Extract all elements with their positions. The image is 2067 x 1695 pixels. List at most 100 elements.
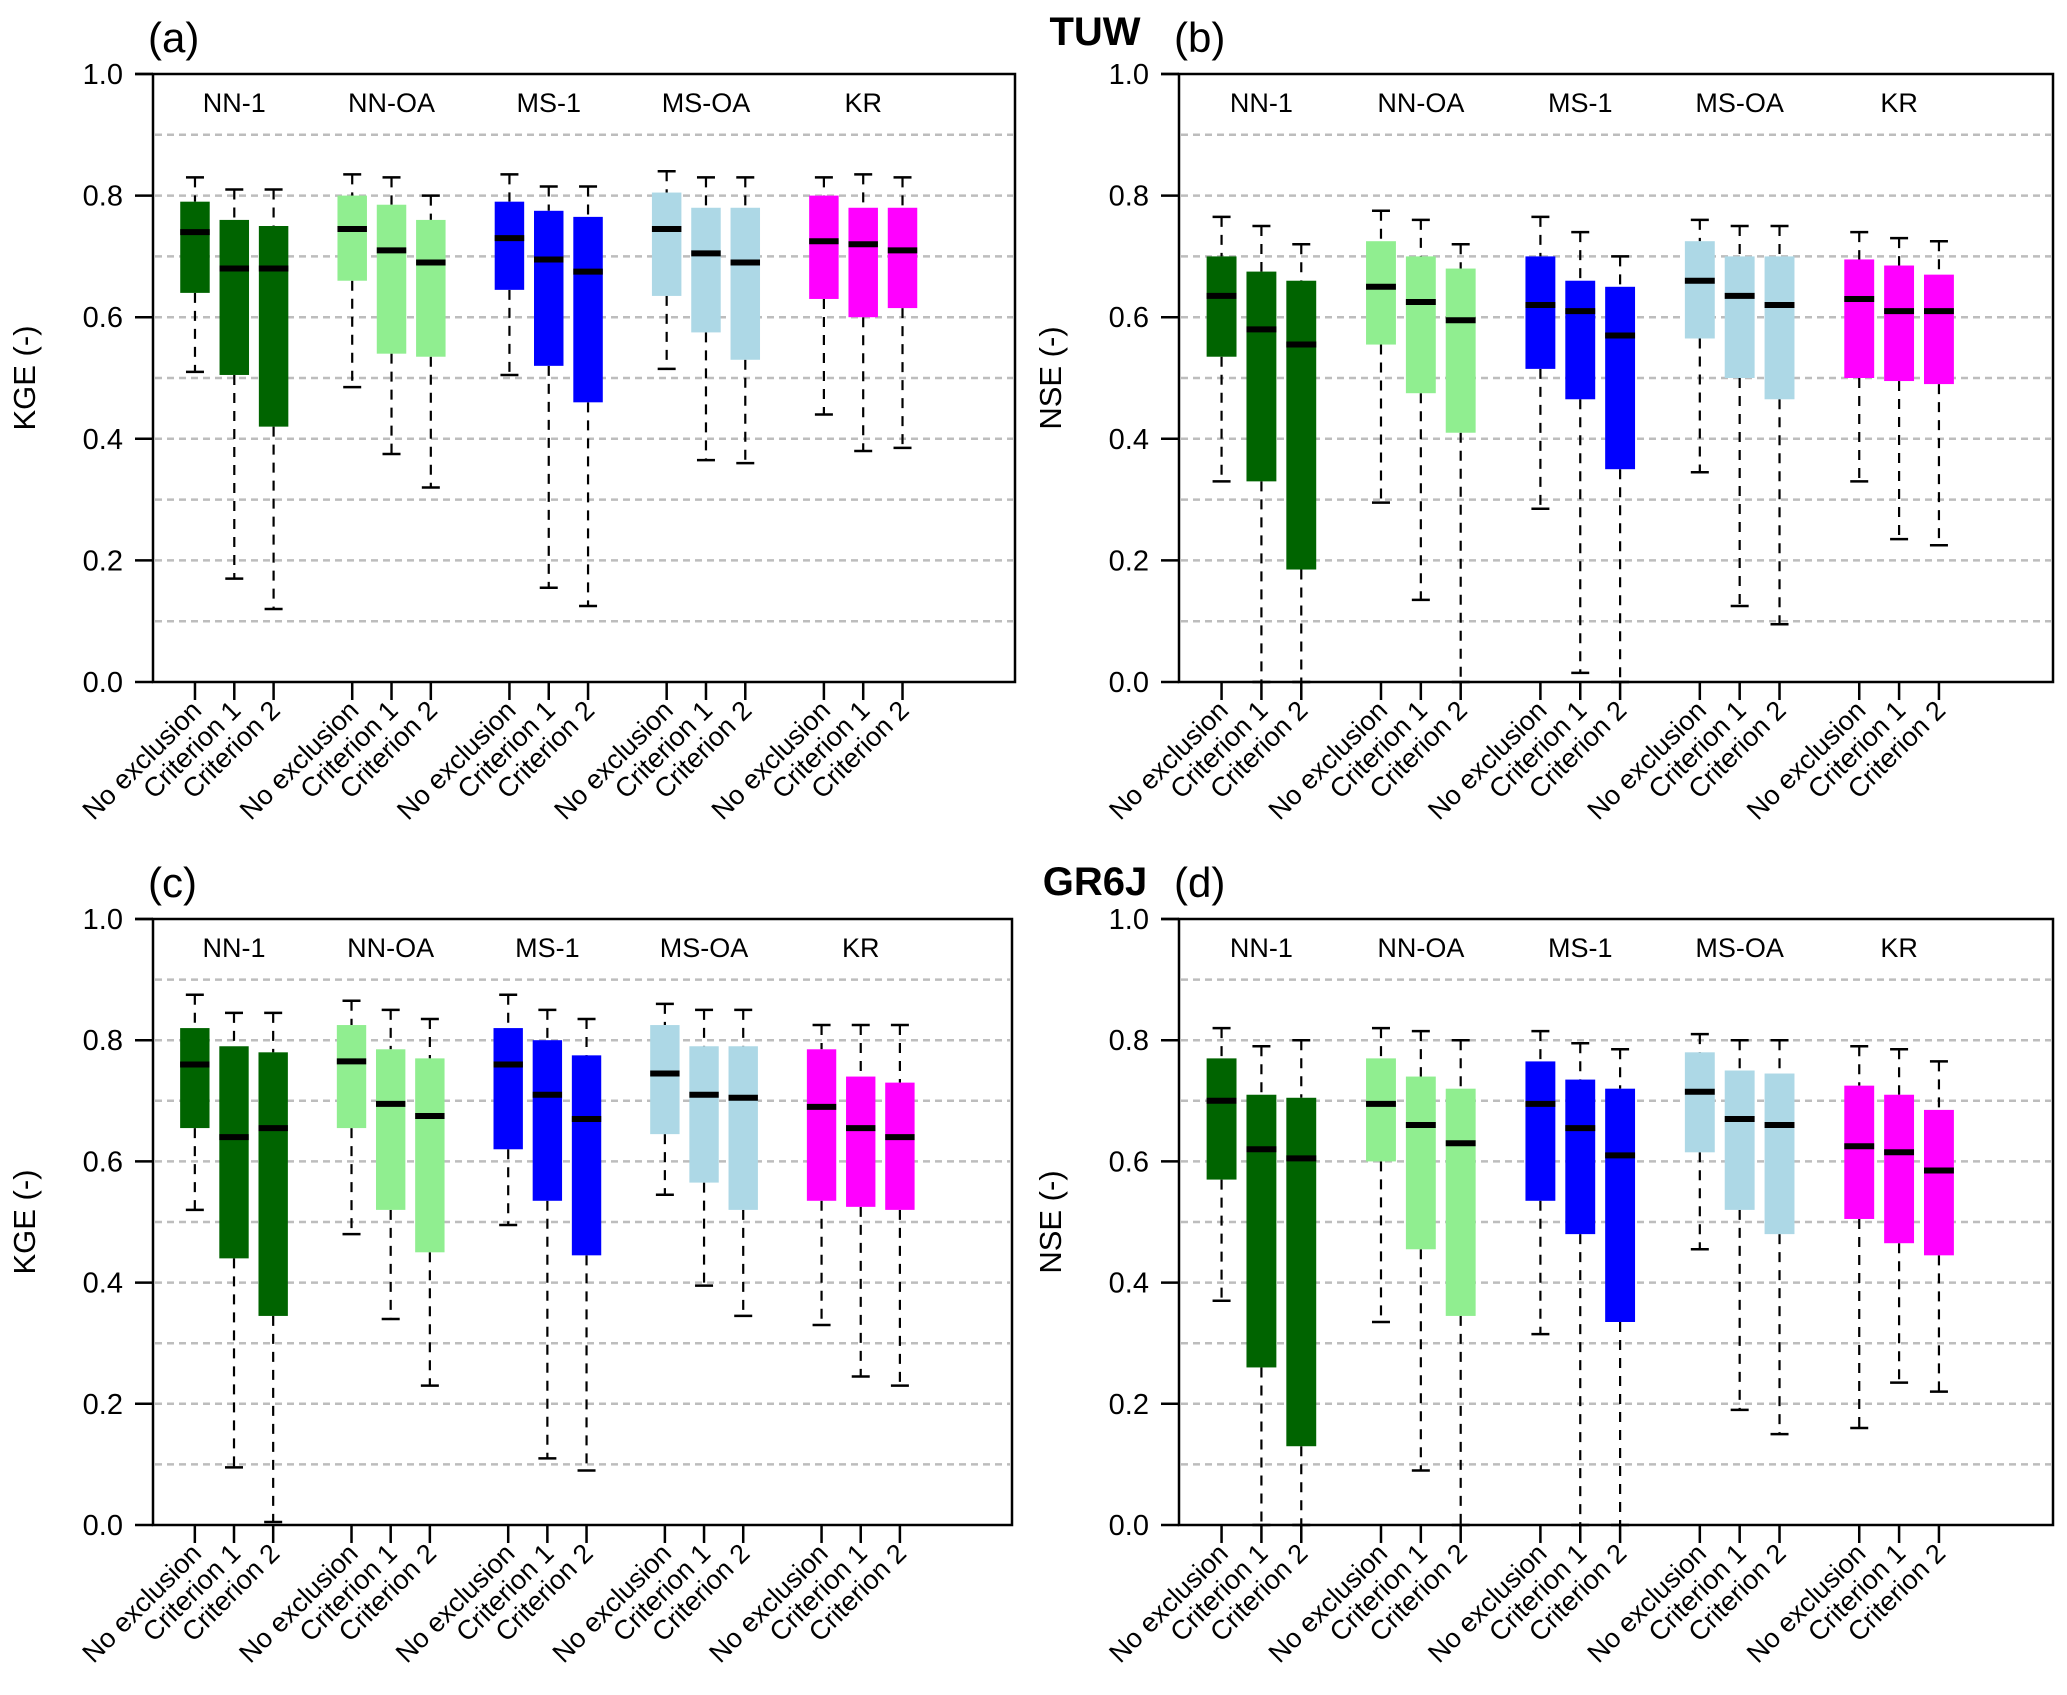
box-body bbox=[1206, 256, 1237, 357]
box-body bbox=[494, 201, 525, 290]
group-label: NN-OA bbox=[347, 933, 434, 963]
box-body bbox=[1605, 1088, 1636, 1322]
box-body bbox=[1884, 265, 1915, 382]
box-body bbox=[1405, 1076, 1436, 1250]
box-body bbox=[691, 207, 721, 333]
group-label: MS-1 bbox=[1548, 933, 1613, 963]
box-KR-0 bbox=[1844, 1045, 1875, 1430]
box-MS-1-0 bbox=[1525, 215, 1556, 510]
box-MS-1-2 bbox=[571, 1017, 602, 1472]
y-tick-label: 0.8 bbox=[1109, 1025, 1149, 1057]
box-body bbox=[1844, 259, 1875, 378]
box-MS-OA-2 bbox=[1764, 1038, 1795, 1436]
box-body bbox=[180, 1028, 210, 1129]
panel-label: (d) bbox=[1174, 859, 1225, 906]
box-KR-1 bbox=[848, 173, 878, 453]
box-MS-OA-0 bbox=[1684, 1032, 1715, 1251]
box-body bbox=[336, 1025, 367, 1129]
y-axis-title: NSE (-) bbox=[1033, 326, 1068, 429]
panel-b: 0.00.20.40.60.81.0(b)NSE (-)NN-1No exclu… bbox=[1033, 14, 2055, 826]
y-tick-label: 0.4 bbox=[1109, 1268, 1149, 1300]
y-tick-label: 0.4 bbox=[83, 424, 123, 456]
box-NN-OA-2 bbox=[416, 194, 446, 489]
y-axis-title: KGE (-) bbox=[7, 325, 42, 430]
y-tick-label: 1.0 bbox=[83, 59, 123, 91]
box-MS-1-2 bbox=[1605, 1048, 1636, 1527]
y-tick-label: 0.8 bbox=[83, 181, 123, 213]
box-NN-OA-0 bbox=[1366, 1026, 1396, 1324]
y-axis-title: KGE (-) bbox=[7, 1169, 42, 1274]
plot-frame bbox=[151, 72, 1017, 684]
box-KR-1 bbox=[1884, 236, 1915, 541]
box-MS-OA-2 bbox=[1764, 224, 1795, 626]
box-MS-1-2 bbox=[573, 185, 603, 608]
box-MS-OA-0 bbox=[651, 170, 682, 371]
box-body bbox=[1445, 1088, 1476, 1316]
box-body bbox=[532, 1040, 563, 1201]
y-tick-label: 0.6 bbox=[83, 1146, 123, 1178]
box-body bbox=[809, 195, 839, 299]
y-tick-label: 1.0 bbox=[1109, 59, 1149, 91]
box-KR-2 bbox=[1923, 239, 1954, 547]
panel-label: (a) bbox=[148, 14, 199, 61]
y-tick-label: 0.0 bbox=[1109, 1510, 1149, 1542]
box-MS-1-1 bbox=[1565, 1041, 1596, 1527]
box-NN-OA-0 bbox=[336, 999, 367, 1236]
box-body bbox=[1764, 256, 1795, 400]
box-MS-1-1 bbox=[534, 185, 564, 590]
model-title-gr6j: GR6J bbox=[1043, 860, 1148, 904]
box-body bbox=[1923, 1109, 1954, 1256]
y-tick-label: 0.4 bbox=[83, 1268, 123, 1300]
group-label: NN-1 bbox=[202, 933, 265, 963]
box-body bbox=[534, 210, 564, 366]
box-KR-2 bbox=[1923, 1060, 1954, 1393]
box-KR-2 bbox=[885, 1023, 915, 1387]
box-body bbox=[180, 201, 210, 293]
box-NN-1-2 bbox=[258, 1011, 288, 1524]
box-MS-OA-2 bbox=[730, 176, 761, 465]
box-body bbox=[416, 219, 446, 357]
box-body bbox=[1764, 1073, 1795, 1235]
box-KR-2 bbox=[887, 176, 918, 450]
y-tick-label: 1.0 bbox=[1109, 904, 1149, 936]
box-body bbox=[219, 1046, 249, 1259]
y-tick-label: 0.2 bbox=[1109, 545, 1149, 577]
box-body bbox=[493, 1028, 523, 1150]
box-NN-OA-2 bbox=[1445, 1038, 1476, 1527]
group-label: NN-OA bbox=[1377, 933, 1464, 963]
box-body bbox=[689, 1046, 719, 1183]
box-body bbox=[846, 1076, 876, 1207]
y-axis-title: NSE (-) bbox=[1033, 1170, 1068, 1273]
group-label: KR bbox=[844, 88, 882, 118]
panel-d: 0.00.20.40.60.81.0(d)NSE (-)NN-1No exclu… bbox=[1033, 859, 2055, 1669]
box-body bbox=[1684, 1052, 1715, 1153]
box-body bbox=[1724, 1070, 1755, 1210]
box-body bbox=[1286, 280, 1317, 570]
box-NN-1-1 bbox=[219, 1011, 249, 1469]
panel-a: 0.00.20.40.60.81.0(a)KGE (-)NN-1No exclu… bbox=[7, 14, 1017, 826]
box-body bbox=[1844, 1085, 1875, 1219]
box-body bbox=[376, 204, 407, 354]
box-KR-1 bbox=[846, 1023, 876, 1378]
group-label: MS-OA bbox=[1695, 88, 1784, 118]
group-label: MS-OA bbox=[662, 88, 751, 118]
box-body bbox=[885, 1082, 915, 1210]
y-tick-label: 0.0 bbox=[83, 1510, 123, 1542]
box-MS-OA-0 bbox=[650, 1002, 680, 1196]
box-NN-OA-1 bbox=[1405, 218, 1436, 602]
box-body bbox=[375, 1049, 406, 1210]
box-NN-1-0 bbox=[180, 993, 210, 1212]
box-NN-1-1 bbox=[219, 188, 250, 580]
box-NN-OA-2 bbox=[1445, 242, 1476, 684]
group-label: NN-1 bbox=[1230, 933, 1293, 963]
y-tick-label: 0.6 bbox=[83, 302, 123, 334]
box-NN-OA-0 bbox=[337, 173, 367, 389]
box-NN-1-0 bbox=[180, 176, 210, 374]
box-body bbox=[1565, 280, 1596, 400]
y-tick-label: 0.2 bbox=[1109, 1389, 1149, 1421]
box-body bbox=[650, 1025, 680, 1135]
box-NN-1-2 bbox=[1286, 242, 1317, 684]
box-body bbox=[1286, 1097, 1317, 1447]
box-body bbox=[1246, 1094, 1277, 1368]
box-KR-0 bbox=[806, 1023, 837, 1327]
